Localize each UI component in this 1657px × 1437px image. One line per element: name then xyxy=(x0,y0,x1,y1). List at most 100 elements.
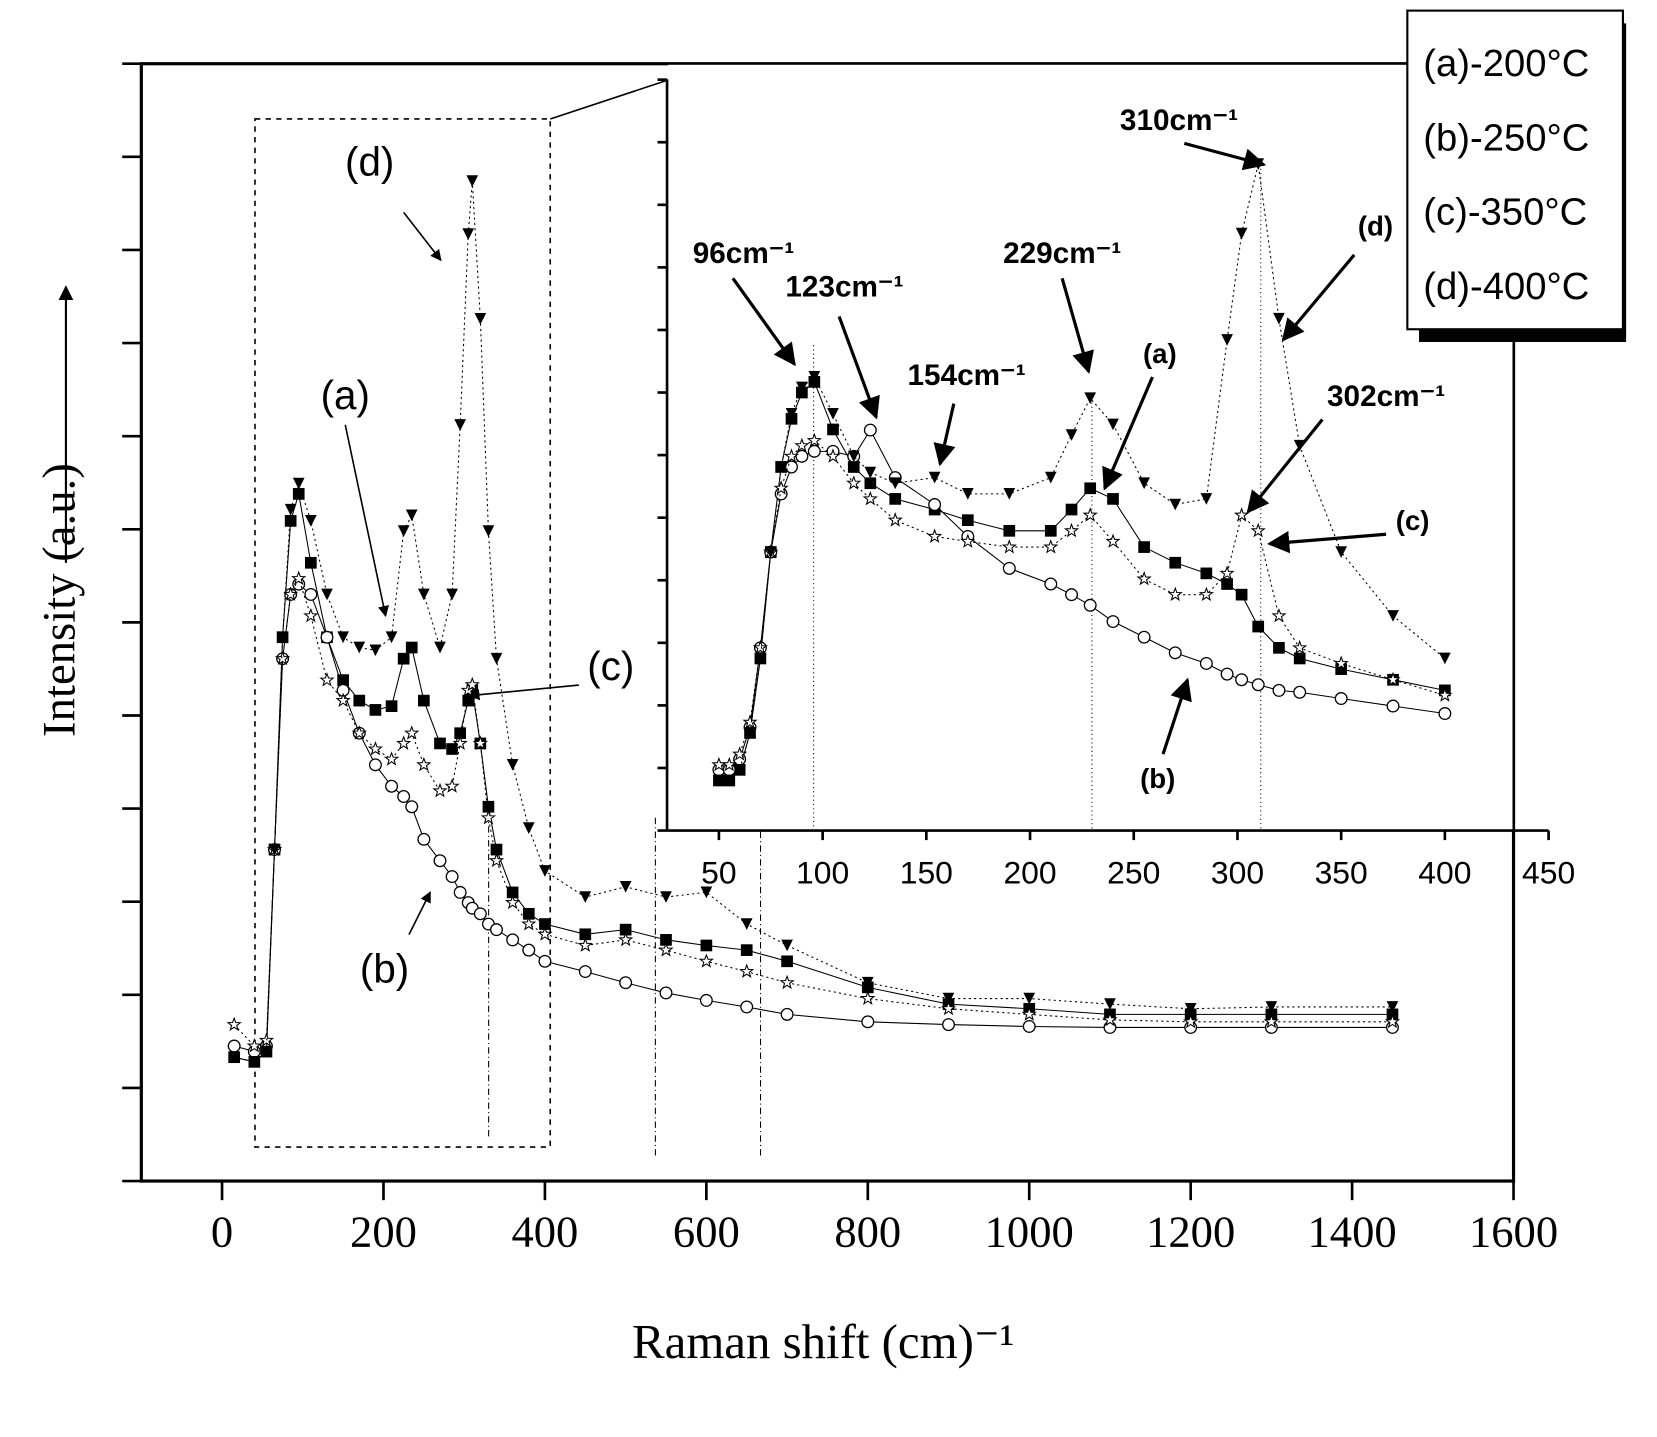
marker-star xyxy=(367,741,384,756)
legend: (a)-200°C (b)-250°C (c)-350°C (d)-400°C xyxy=(1406,9,1627,342)
annotation-arrow xyxy=(468,684,579,701)
marker-star xyxy=(1292,639,1308,655)
marker-triangle xyxy=(474,313,487,325)
annotation: 154cm⁻¹ xyxy=(908,359,1026,392)
marker-triangle xyxy=(1107,418,1119,431)
marker-star xyxy=(303,607,319,623)
marker-circle xyxy=(1022,1019,1036,1033)
marker-star xyxy=(577,937,593,952)
marker-square xyxy=(353,694,366,707)
legend-entry: (a)-200°C xyxy=(1423,42,1589,85)
x-tick-label: 200 xyxy=(1003,855,1056,891)
marker-triangle xyxy=(740,918,753,930)
marker-triangle xyxy=(369,644,382,657)
marker-triangle xyxy=(482,525,495,537)
marker-star xyxy=(779,974,795,990)
x-tick-label: 350 xyxy=(1315,855,1368,891)
marker-star xyxy=(1219,565,1235,580)
marker-triangle xyxy=(1003,488,1016,500)
marker-star xyxy=(432,782,448,798)
marker-triangle xyxy=(660,891,672,903)
inset-background xyxy=(668,64,1513,830)
marker-triangle xyxy=(337,631,349,644)
marker-triangle xyxy=(268,843,281,856)
marker-star xyxy=(488,852,505,868)
marker-triangle xyxy=(754,652,767,665)
marker-star xyxy=(1063,522,1080,538)
marker-triangle xyxy=(353,641,366,654)
marker-triangle xyxy=(397,525,410,537)
marker-star xyxy=(335,692,351,708)
marker-circle xyxy=(368,758,382,772)
marker-triangle xyxy=(1235,227,1248,240)
marker-circle xyxy=(1272,683,1286,697)
marker-triangle xyxy=(619,880,632,893)
marker-star xyxy=(618,931,634,947)
x-tick-label: 450 xyxy=(1522,855,1575,891)
marker-square xyxy=(490,843,503,856)
marker-star xyxy=(887,512,903,527)
marker-circle xyxy=(417,832,431,846)
x-tick-label: 1200 xyxy=(1146,1207,1235,1257)
marker-circle xyxy=(1106,615,1120,629)
marker-circle xyxy=(473,907,487,921)
legend-entry: (d)-400°C xyxy=(1423,265,1589,308)
zoom-box xyxy=(254,118,552,1148)
marker-star xyxy=(1102,1012,1118,1027)
marker-circle xyxy=(619,976,633,990)
marker-triangle xyxy=(304,515,317,527)
marker-square xyxy=(292,488,305,500)
marker-square xyxy=(1221,578,1233,590)
marker-triangle xyxy=(248,1056,261,1068)
marker-square xyxy=(1138,541,1150,553)
x-tick-label: 600 xyxy=(673,1207,740,1257)
annotation-arrow xyxy=(1161,677,1192,755)
marker-star xyxy=(246,1038,263,1053)
marker-circle xyxy=(490,923,503,937)
x-tick-label: 200 xyxy=(350,1207,417,1257)
marker-square xyxy=(1065,503,1078,516)
marker-circle xyxy=(1334,692,1348,705)
x-tick-label: 800 xyxy=(834,1207,901,1257)
x-tick-label: 50 xyxy=(701,855,736,891)
x-axis-label: Raman shift (cm)⁻¹ xyxy=(632,1314,1014,1369)
marker-triangle xyxy=(490,652,503,665)
annotation: 123cm⁻¹ xyxy=(785,271,903,304)
x-tick-label: 400 xyxy=(1418,855,1471,891)
marker-square xyxy=(827,423,839,436)
marker-triangle xyxy=(385,631,398,644)
annotation-arrow xyxy=(1183,141,1267,171)
marker-square xyxy=(1335,663,1348,675)
marker-square xyxy=(740,944,753,956)
x-tick-label: 1000 xyxy=(985,1207,1074,1257)
marker-star xyxy=(1001,539,1017,554)
marker-star xyxy=(464,676,480,692)
marker-star xyxy=(274,650,291,666)
marker-square xyxy=(579,928,592,941)
marker-triangle xyxy=(1023,992,1036,1005)
marker-circle xyxy=(740,1000,754,1014)
marker-triangle xyxy=(700,886,713,899)
marker-triangle xyxy=(1065,429,1078,441)
marker-star xyxy=(783,448,800,463)
marker-square xyxy=(1044,524,1057,537)
marker-star xyxy=(721,756,737,772)
marker-star xyxy=(444,778,460,793)
marker-star xyxy=(416,756,432,772)
marker-triangle xyxy=(446,588,458,601)
x-tick-label: 1600 xyxy=(1469,1207,1558,1257)
legend-entry: (b)-250°C xyxy=(1423,116,1589,159)
marker-circle xyxy=(304,587,318,601)
marker-circle xyxy=(861,1015,875,1029)
annotation-arrow xyxy=(933,403,956,467)
marker-triangle xyxy=(861,976,874,989)
annotation-arrow xyxy=(1267,531,1387,554)
legend-entry: (c)-350°C xyxy=(1423,191,1587,234)
marker-triangle xyxy=(785,407,798,420)
marker-square xyxy=(385,700,398,713)
marker-square xyxy=(1169,556,1182,569)
marker-square xyxy=(405,641,418,654)
marker-square xyxy=(506,886,519,899)
marker-square xyxy=(284,515,297,527)
